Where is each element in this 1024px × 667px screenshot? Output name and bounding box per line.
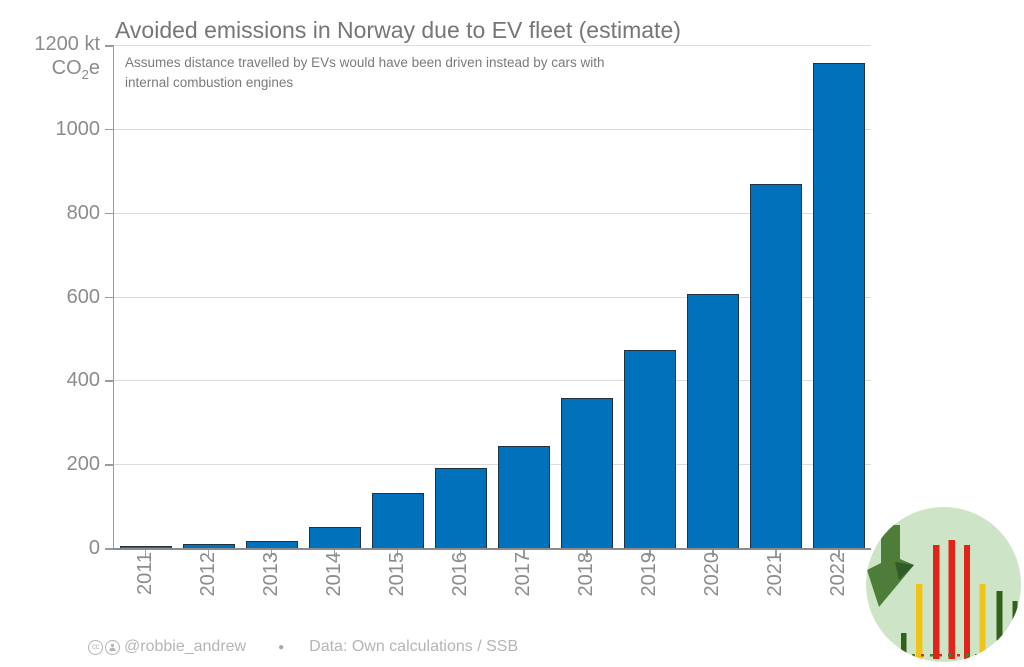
footer-data-source: Data: Own calculations / SSB — [309, 638, 519, 655]
y-tick-200 — [105, 464, 113, 466]
bar-2011 — [119, 546, 172, 548]
y-tick-400 — [105, 380, 113, 382]
bar-2016 — [434, 468, 487, 548]
chart-subtitle-line1: Assumes distance travelled by EVs would … — [125, 55, 605, 70]
y-tick-label-800: 800 — [66, 201, 100, 224]
bar-2018 — [561, 397, 614, 548]
y-axis-unit-line2: CO2e — [51, 57, 100, 82]
x-tick-2021 — [775, 550, 777, 557]
chart-subtitle: Assumes distance travelled by EVs would … — [125, 53, 605, 93]
y-tick-label-600: 600 — [66, 285, 100, 308]
x-tick-label-2013: 2013 — [259, 552, 282, 597]
bar-2022 — [813, 63, 866, 548]
y-tick-1200 — [105, 45, 113, 47]
x-tick-label-2021: 2021 — [764, 552, 787, 597]
x-tick-label-2015: 2015 — [385, 552, 408, 597]
cc-license-icon: cc — [88, 639, 103, 655]
footer-author-handle: @robbie_andrew — [124, 638, 247, 655]
footer-separator-dot: ● — [278, 641, 285, 653]
person-glyph — [109, 643, 116, 651]
y-tick-label-1000: 1000 — [55, 117, 101, 140]
y-tick-label-200: 200 — [66, 453, 100, 476]
gridline-400 — [114, 380, 871, 382]
x-tick-2015 — [396, 550, 399, 557]
x-tick-2014 — [333, 550, 336, 557]
x-tick-2019 — [649, 550, 651, 557]
y-tick-1000 — [105, 128, 113, 131]
x-tick-2012 — [207, 550, 210, 557]
x-tick-label-2014: 2014 — [322, 552, 345, 597]
plot-area — [113, 45, 871, 550]
y-tick-label-400: 400 — [66, 369, 100, 392]
bar-2014 — [308, 527, 361, 548]
x-tick-label-2018: 2018 — [575, 552, 598, 597]
y-tick-0 — [105, 548, 113, 550]
gridline-800 — [114, 212, 871, 214]
gridline-1200 — [114, 45, 871, 46]
x-tick-2018 — [586, 550, 588, 557]
bar-2013 — [245, 541, 298, 548]
footer: cc @robbie_andrew ● Data: Own calculatio… — [88, 637, 518, 657]
x-tick-label-2019: 2019 — [638, 552, 661, 597]
x-tick-2020 — [712, 550, 714, 557]
logo-arrow-notch — [895, 562, 914, 580]
x-tick-2022 — [838, 550, 840, 557]
x-tick-2013 — [270, 550, 273, 557]
x-tick-2011 — [144, 550, 147, 557]
y-tick-label-0: 0 — [88, 537, 100, 559]
gridline-600 — [114, 296, 871, 298]
x-tick-2017 — [523, 550, 525, 557]
chart-title: Avoided emissions in Norway due to EV fl… — [115, 17, 681, 43]
bar-2020 — [687, 294, 740, 548]
y-axis-unit-label: 1200 kt CO2e — [10, 32, 100, 87]
bar-2012 — [182, 543, 235, 548]
x-tick-label-2016: 2016 — [448, 552, 471, 597]
gridline-1000 — [114, 128, 871, 130]
bar-2017 — [498, 446, 551, 548]
x-tick-label-2012: 2012 — [196, 552, 219, 597]
logo-down-arrow-icon — [867, 525, 914, 607]
bar-2021 — [750, 183, 803, 548]
x-tick-label-2017: 2017 — [512, 552, 535, 597]
bar-2015 — [371, 493, 424, 548]
y-axis-unit-line1: 1200 kt — [34, 33, 100, 55]
x-tick-label-2020: 2020 — [701, 552, 724, 597]
gridline-200 — [114, 464, 871, 466]
chart-subtitle-line2: internal combustion engines — [125, 75, 294, 90]
y-tick-800 — [105, 212, 113, 215]
logo-graphic — [866, 507, 1021, 662]
x-tick-label-2022: 2022 — [827, 552, 850, 597]
y-tick-600 — [105, 296, 113, 298]
bar-2019 — [624, 349, 677, 548]
x-tick-label-2011: 2011 — [133, 552, 156, 596]
author-logo — [866, 507, 1021, 662]
x-tick-2016 — [459, 550, 462, 557]
cc-attribution-icon — [105, 639, 120, 655]
